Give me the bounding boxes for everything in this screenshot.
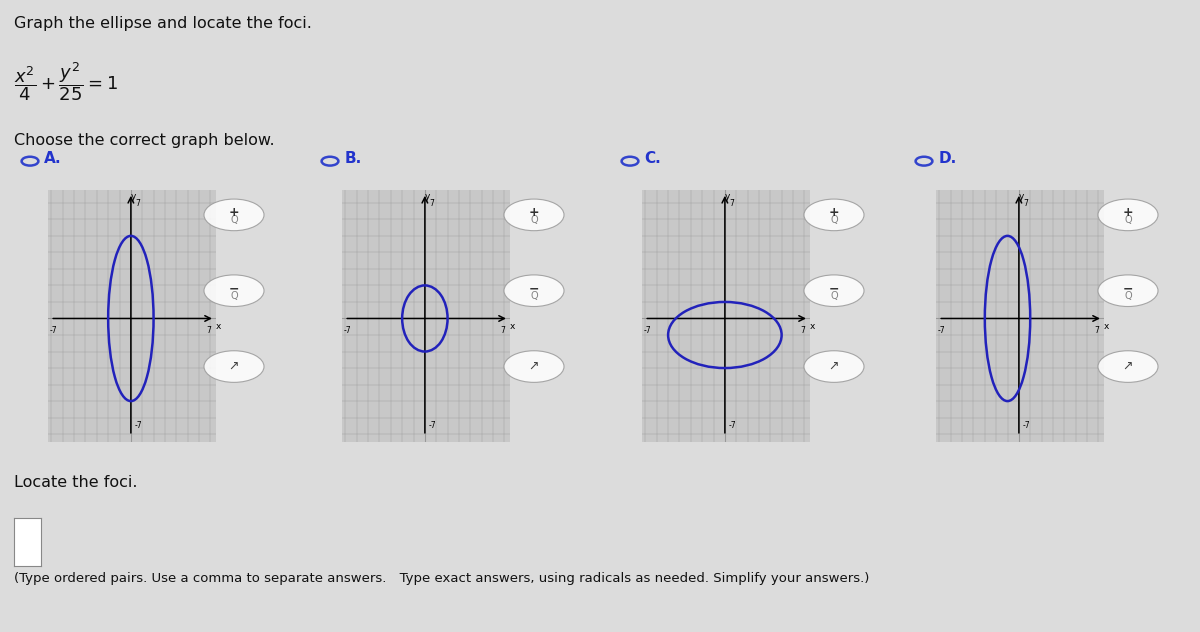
Text: +: +	[1123, 207, 1133, 219]
Text: D.: D.	[938, 151, 956, 166]
Text: +: +	[229, 207, 239, 219]
Text: -7: -7	[428, 420, 437, 430]
Text: Q: Q	[530, 215, 538, 225]
Text: 7: 7	[206, 326, 211, 336]
Text: y: y	[725, 192, 731, 201]
Text: Locate the foci.: Locate the foci.	[14, 475, 138, 490]
Text: x: x	[1104, 322, 1109, 331]
Text: y: y	[1019, 192, 1025, 201]
Text: +: +	[529, 207, 539, 219]
Text: (Type ordered pairs. Use a comma to separate answers. Type exact answers, using : (Type ordered pairs. Use a comma to sepa…	[14, 572, 870, 585]
Text: $\dfrac{x^2}{4}+\dfrac{y^2}{25}=1$: $\dfrac{x^2}{4}+\dfrac{y^2}{25}=1$	[14, 60, 119, 103]
Text: y: y	[425, 192, 431, 201]
Text: y: y	[131, 192, 137, 201]
Text: Q: Q	[1124, 291, 1132, 301]
Text: +: +	[829, 207, 839, 219]
Text: Graph the ellipse and locate the foci.: Graph the ellipse and locate the foci.	[14, 16, 312, 31]
Text: ↗: ↗	[1123, 360, 1133, 373]
Text: A.: A.	[44, 151, 62, 166]
Text: -7: -7	[50, 326, 58, 336]
Text: ↗: ↗	[229, 360, 239, 373]
Text: 7: 7	[800, 326, 805, 336]
Text: Q: Q	[830, 291, 838, 301]
Text: 7: 7	[428, 199, 433, 208]
Text: ↗: ↗	[529, 360, 539, 373]
Text: x: x	[510, 322, 515, 331]
Text: B.: B.	[344, 151, 361, 166]
Text: Q: Q	[830, 215, 838, 225]
Text: x: x	[216, 322, 221, 331]
Text: Q: Q	[230, 291, 238, 301]
Text: -7: -7	[344, 326, 352, 336]
Text: C.: C.	[644, 151, 661, 166]
Text: 7: 7	[134, 199, 139, 208]
Text: -7: -7	[644, 326, 652, 336]
Text: 7: 7	[1022, 199, 1027, 208]
Text: Q: Q	[530, 291, 538, 301]
Text: -7: -7	[938, 326, 946, 336]
Text: -7: -7	[728, 420, 737, 430]
Text: ↗: ↗	[829, 360, 839, 373]
Text: x: x	[810, 322, 815, 331]
Text: -7: -7	[1022, 420, 1031, 430]
Text: −: −	[229, 283, 239, 295]
Text: -7: -7	[134, 420, 143, 430]
Text: 7: 7	[1094, 326, 1099, 336]
Text: 7: 7	[728, 199, 733, 208]
Text: Choose the correct graph below.: Choose the correct graph below.	[14, 133, 275, 148]
Text: −: −	[1123, 283, 1133, 295]
Text: −: −	[529, 283, 539, 295]
Text: Q: Q	[1124, 215, 1132, 225]
Text: 7: 7	[500, 326, 505, 336]
Text: Q: Q	[230, 215, 238, 225]
Text: −: −	[829, 283, 839, 295]
